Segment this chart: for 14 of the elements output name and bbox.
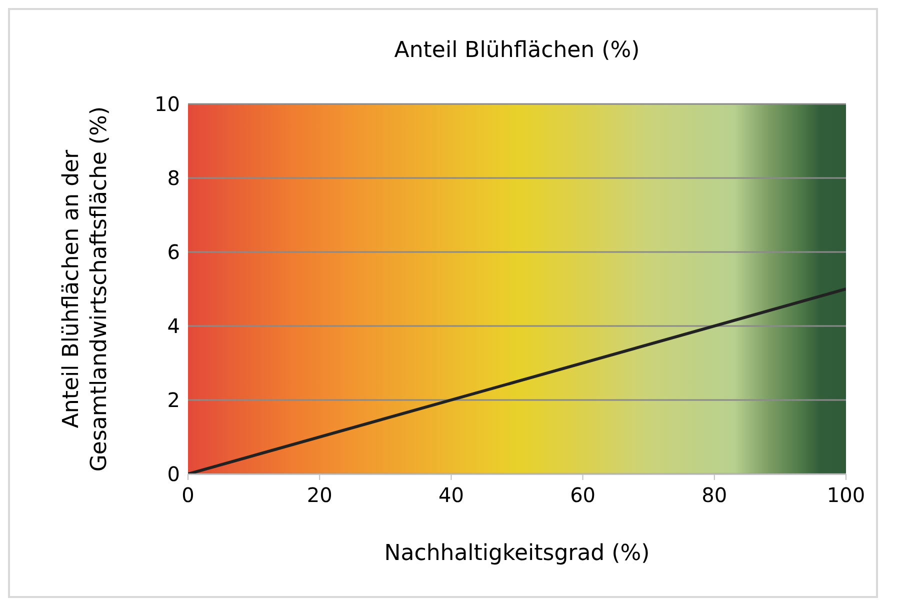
y-tick-label: 0 (167, 462, 180, 486)
x-tick-label: 80 (702, 483, 728, 508)
y-tick-label: 10 (154, 92, 180, 116)
y-axis-title: Anteil Blühflächen an der Gesamtlandwirtschaftsfläche (%) (59, 106, 112, 472)
x-tick-label: 100 (826, 483, 866, 508)
x-tick-label: 60 (570, 483, 596, 508)
chart-title: Anteil Blühflächen (%) (393, 38, 641, 63)
x-tick-label: 20 (306, 483, 332, 508)
x-tick-label: 40 (438, 483, 464, 508)
x-axis-title: Nachhaltigkeitsgrad (%) (384, 541, 650, 566)
y-tick-label: 4 (167, 314, 180, 338)
y-tick-label: 8 (167, 166, 180, 190)
y-tick-label: 2 (167, 388, 180, 412)
y-tick-label: 6 (167, 240, 180, 264)
